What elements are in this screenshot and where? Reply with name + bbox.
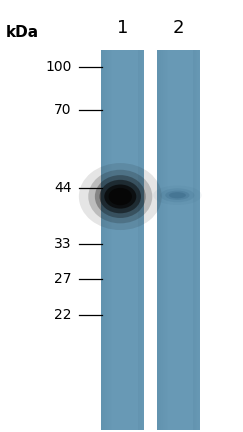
Bar bbox=[196, 50, 197, 430]
Bar bbox=[109, 50, 111, 430]
Bar bbox=[143, 50, 144, 430]
Text: 70: 70 bbox=[54, 103, 72, 117]
Bar bbox=[103, 50, 104, 430]
Bar bbox=[141, 50, 142, 430]
Text: 1: 1 bbox=[117, 19, 128, 37]
Bar bbox=[197, 50, 198, 430]
Ellipse shape bbox=[95, 175, 146, 218]
Ellipse shape bbox=[109, 188, 132, 205]
Ellipse shape bbox=[160, 188, 194, 202]
Text: 27: 27 bbox=[54, 272, 72, 286]
Ellipse shape bbox=[100, 180, 141, 213]
Ellipse shape bbox=[169, 192, 186, 198]
Bar bbox=[139, 50, 140, 430]
Bar bbox=[198, 50, 199, 430]
Bar bbox=[193, 50, 194, 430]
Text: 100: 100 bbox=[45, 60, 72, 74]
Bar bbox=[199, 50, 200, 430]
Bar bbox=[104, 50, 105, 430]
Ellipse shape bbox=[165, 191, 190, 200]
Bar bbox=[142, 50, 143, 430]
Bar bbox=[161, 50, 163, 430]
Bar bbox=[164, 50, 165, 430]
Text: 33: 33 bbox=[54, 237, 72, 251]
Bar bbox=[195, 50, 196, 430]
Bar bbox=[194, 50, 195, 430]
Bar bbox=[105, 50, 107, 430]
Text: 22: 22 bbox=[54, 308, 72, 322]
Bar bbox=[159, 50, 160, 430]
Bar bbox=[160, 50, 161, 430]
Text: kDa: kDa bbox=[5, 25, 38, 40]
Bar bbox=[163, 50, 164, 430]
Ellipse shape bbox=[79, 163, 162, 230]
Ellipse shape bbox=[88, 170, 152, 223]
Bar bbox=[138, 50, 139, 430]
Bar bbox=[101, 50, 103, 430]
Bar bbox=[101, 50, 144, 430]
Bar bbox=[157, 50, 200, 430]
Ellipse shape bbox=[153, 186, 202, 205]
Bar bbox=[157, 50, 159, 430]
Bar bbox=[107, 50, 108, 430]
Bar bbox=[111, 50, 112, 430]
Bar bbox=[108, 50, 109, 430]
Text: 2: 2 bbox=[173, 19, 184, 37]
Bar bbox=[167, 50, 168, 430]
Bar bbox=[140, 50, 141, 430]
Bar bbox=[165, 50, 167, 430]
Ellipse shape bbox=[104, 184, 136, 209]
Text: 44: 44 bbox=[54, 181, 72, 195]
